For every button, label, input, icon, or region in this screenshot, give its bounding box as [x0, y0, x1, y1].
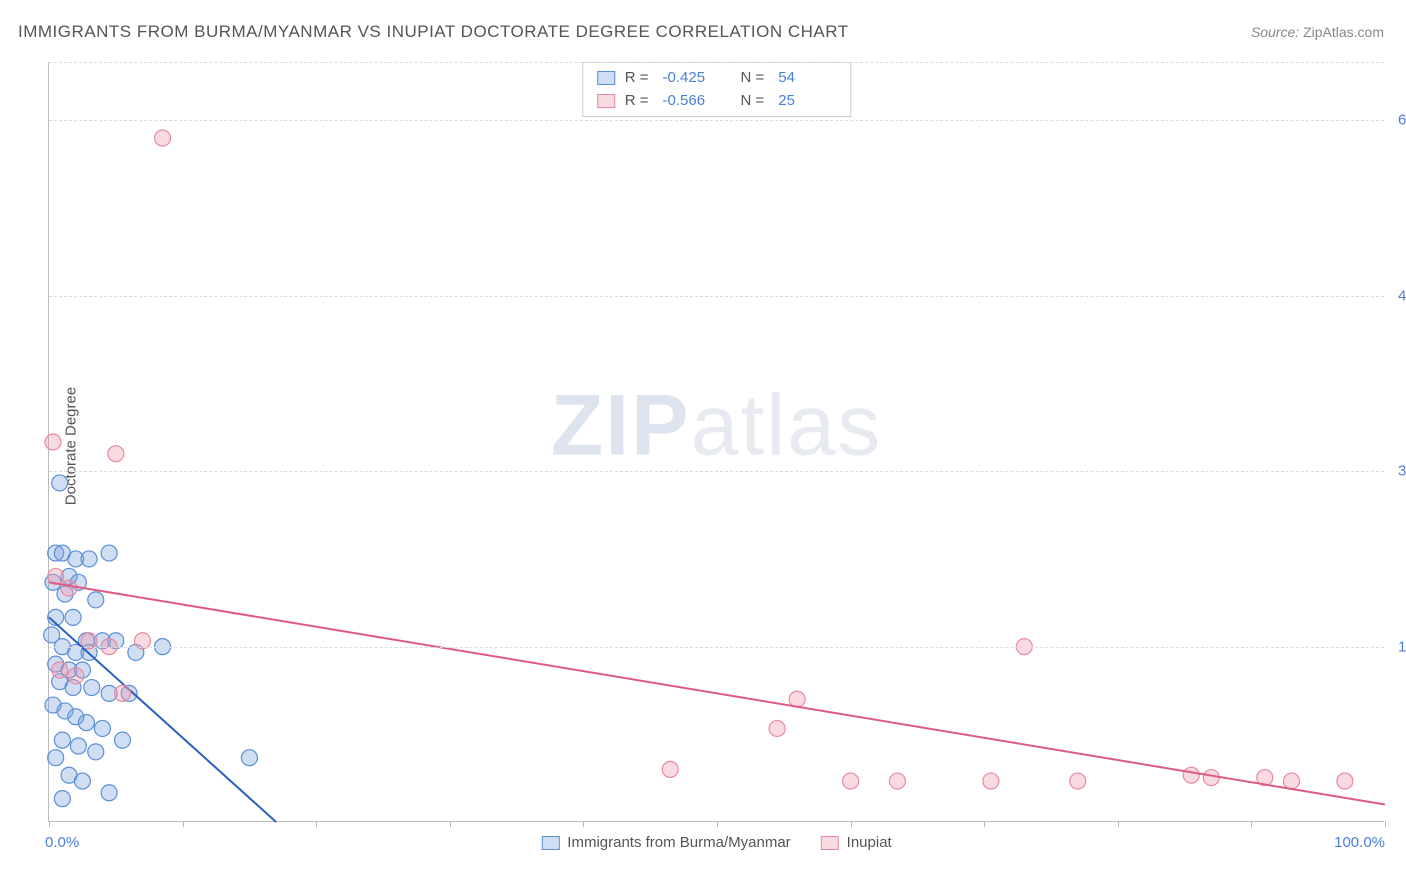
data-point [52, 662, 68, 678]
data-point [114, 732, 130, 748]
legend-swatch [597, 71, 615, 85]
data-point [769, 720, 785, 736]
n-label: N = [741, 67, 765, 90]
legend-series: Immigrants from Burma/Myanmar Inupiat [541, 834, 891, 851]
y-tick-label: 1.5% [1390, 638, 1406, 655]
data-point [78, 715, 94, 731]
legend-series-item: Inupiat [821, 834, 892, 851]
x-tick [583, 821, 584, 827]
legend-swatch [597, 94, 615, 108]
plot-area: ZIPatlas R =-0.425N =54R =-0.566N =25 Im… [48, 62, 1384, 822]
r-label: R = [625, 90, 649, 113]
x-tick [450, 821, 451, 827]
x-tick [316, 821, 317, 827]
x-tick [851, 821, 852, 827]
n-value: 25 [778, 90, 836, 113]
x-tick [49, 821, 50, 827]
legend-correlation-row: R = -0.425 N = 54 [597, 67, 837, 90]
data-point [983, 773, 999, 789]
data-point [108, 446, 124, 462]
data-point [61, 580, 77, 596]
r-value: -0.566 [663, 90, 721, 113]
plot-svg [49, 62, 1384, 821]
x-tick [1251, 821, 1252, 827]
legend-series-label: Immigrants from Burma/Myanmar [567, 834, 790, 851]
x-tick-label: 0.0% [45, 834, 79, 851]
n-value: 54 [778, 67, 836, 90]
data-point [101, 545, 117, 561]
data-point [84, 680, 100, 696]
data-point [68, 668, 84, 684]
gridline [49, 647, 1384, 648]
data-point [1070, 773, 1086, 789]
x-tick [717, 821, 718, 827]
source-credit: Source: ZipAtlas.com [1251, 24, 1384, 40]
data-point [843, 773, 859, 789]
data-point [101, 785, 117, 801]
source-label: Source: [1251, 24, 1299, 40]
y-tick-label: 3.0% [1390, 463, 1406, 480]
n-label: N = [741, 90, 765, 113]
legend-swatch [821, 836, 839, 850]
data-point [114, 685, 130, 701]
legend-series-item: Immigrants from Burma/Myanmar [541, 834, 790, 851]
legend-swatch [541, 836, 559, 850]
data-point [74, 773, 90, 789]
data-point [1203, 770, 1219, 786]
data-point [70, 738, 86, 754]
data-point [1283, 773, 1299, 789]
data-point [81, 551, 97, 567]
gridline [49, 296, 1384, 297]
data-point [54, 791, 70, 807]
trend-line [49, 582, 1385, 804]
data-point [52, 475, 68, 491]
data-point [88, 744, 104, 760]
gridline [49, 471, 1384, 472]
gridline [49, 120, 1384, 121]
x-tick [984, 821, 985, 827]
data-point [48, 750, 64, 766]
data-point [1337, 773, 1353, 789]
data-point [94, 720, 110, 736]
data-point [241, 750, 257, 766]
data-point [889, 773, 905, 789]
data-point [662, 761, 678, 777]
data-point [54, 732, 70, 748]
x-tick-label: 100.0% [1334, 834, 1385, 851]
legend-series-label: Inupiat [847, 834, 892, 851]
y-tick-label: 6.0% [1390, 112, 1406, 129]
chart-title: IMMIGRANTS FROM BURMA/MYANMAR VS INUPIAT… [18, 22, 849, 42]
r-value: -0.425 [663, 67, 721, 90]
legend-correlation: R = -0.425 N = 54 R = -0.566 N = 25 [582, 62, 852, 117]
y-tick-label: 4.5% [1390, 287, 1406, 304]
data-point [45, 434, 61, 450]
data-point [88, 592, 104, 608]
r-label: R = [625, 67, 649, 90]
x-tick [1118, 821, 1119, 827]
data-point [1183, 767, 1199, 783]
data-point [155, 130, 171, 146]
gridline [49, 62, 1384, 63]
data-point [65, 609, 81, 625]
source-value: ZipAtlas.com [1303, 24, 1384, 40]
x-tick [183, 821, 184, 827]
x-tick [1385, 821, 1386, 827]
legend-correlation-row: R = -0.566 N = 25 [597, 90, 837, 113]
